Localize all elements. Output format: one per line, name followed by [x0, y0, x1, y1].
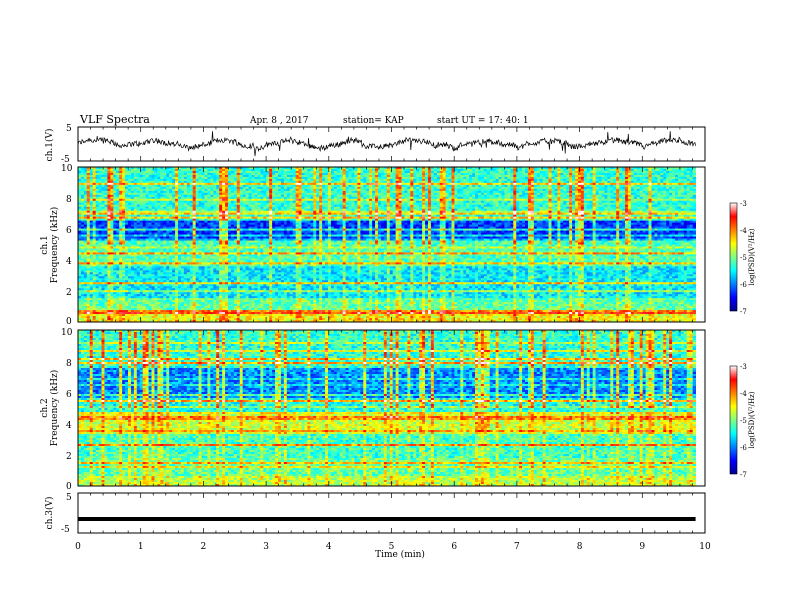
date-label: Apr. 8 , 2017	[249, 116, 309, 126]
ch1-voltage-panel: 5 -5 ch.1(V)	[44, 124, 705, 165]
ch1-voltage-trace	[78, 131, 696, 156]
figure-title: VLF Spectra	[79, 113, 150, 126]
station-label: station= KAP	[343, 116, 404, 126]
ch1-ytick-top: 5	[66, 124, 72, 134]
start-time-label: start UT = 17: 40: 1	[437, 116, 529, 126]
ch1-voltage-ticks	[78, 127, 705, 161]
ch1-spectrogram-image	[78, 167, 696, 322]
ch1-spectrogram-panel: 0 2 4 6 8 10 ch.1 Frequency (kHz) -3 -4 …	[40, 164, 756, 327]
ch1-voltage-frame	[78, 127, 705, 161]
ch1-voltage-ylabel: ch.1(V)	[44, 129, 55, 162]
